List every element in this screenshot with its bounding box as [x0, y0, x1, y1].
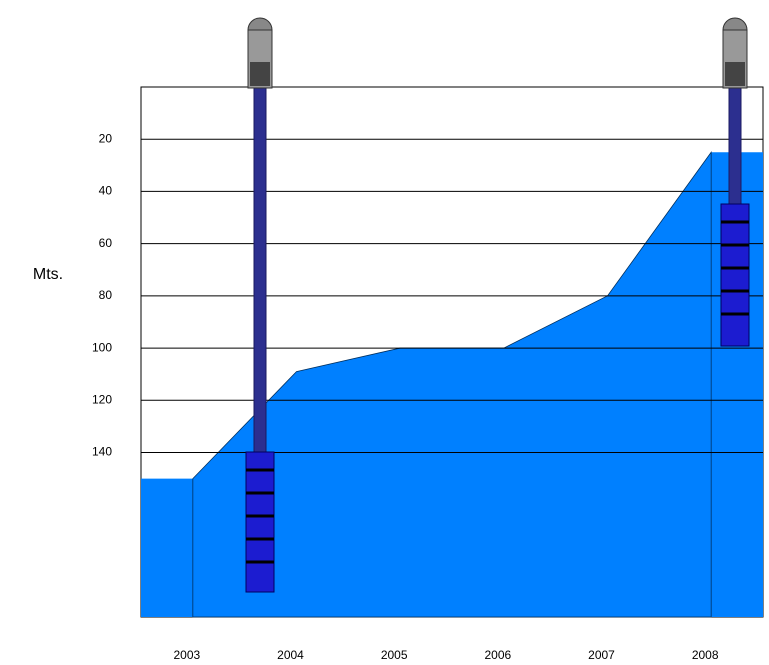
pump-motor [250, 62, 270, 86]
pump-column [253, 85, 267, 455]
y-tick-label: 40 [99, 184, 113, 198]
pump-column [728, 85, 742, 207]
y-tick-label: 100 [92, 340, 112, 354]
y-axis-label: Mts. [33, 266, 63, 283]
x-tick-label: 2003 [173, 648, 200, 662]
grid-layer [141, 138, 763, 454]
y-tick-label: 120 [92, 392, 112, 406]
x-tick-label: 2007 [588, 648, 615, 662]
pump-illustrations [245, 17, 750, 593]
x-tick-label: 2008 [692, 648, 719, 662]
area-extension [141, 478, 193, 617]
y-tick-label: 80 [99, 288, 113, 302]
y-tick-label: 60 [99, 236, 113, 250]
y-tick-label: 20 [99, 131, 113, 145]
pump-body [720, 203, 750, 347]
pump-motor [725, 62, 745, 86]
pump-right [720, 17, 750, 347]
pump-stages [721, 220, 749, 316]
x-tick-label: 2005 [381, 648, 408, 662]
x-tick-label: 2006 [484, 648, 511, 662]
pump-dome [247, 17, 273, 31]
y-tick-label: 140 [92, 445, 112, 459]
pump-dome [722, 17, 748, 31]
pump-stages [246, 468, 274, 564]
pump-body [245, 451, 275, 593]
x-tick-label: 2004 [277, 648, 304, 662]
pump-left [245, 17, 275, 593]
